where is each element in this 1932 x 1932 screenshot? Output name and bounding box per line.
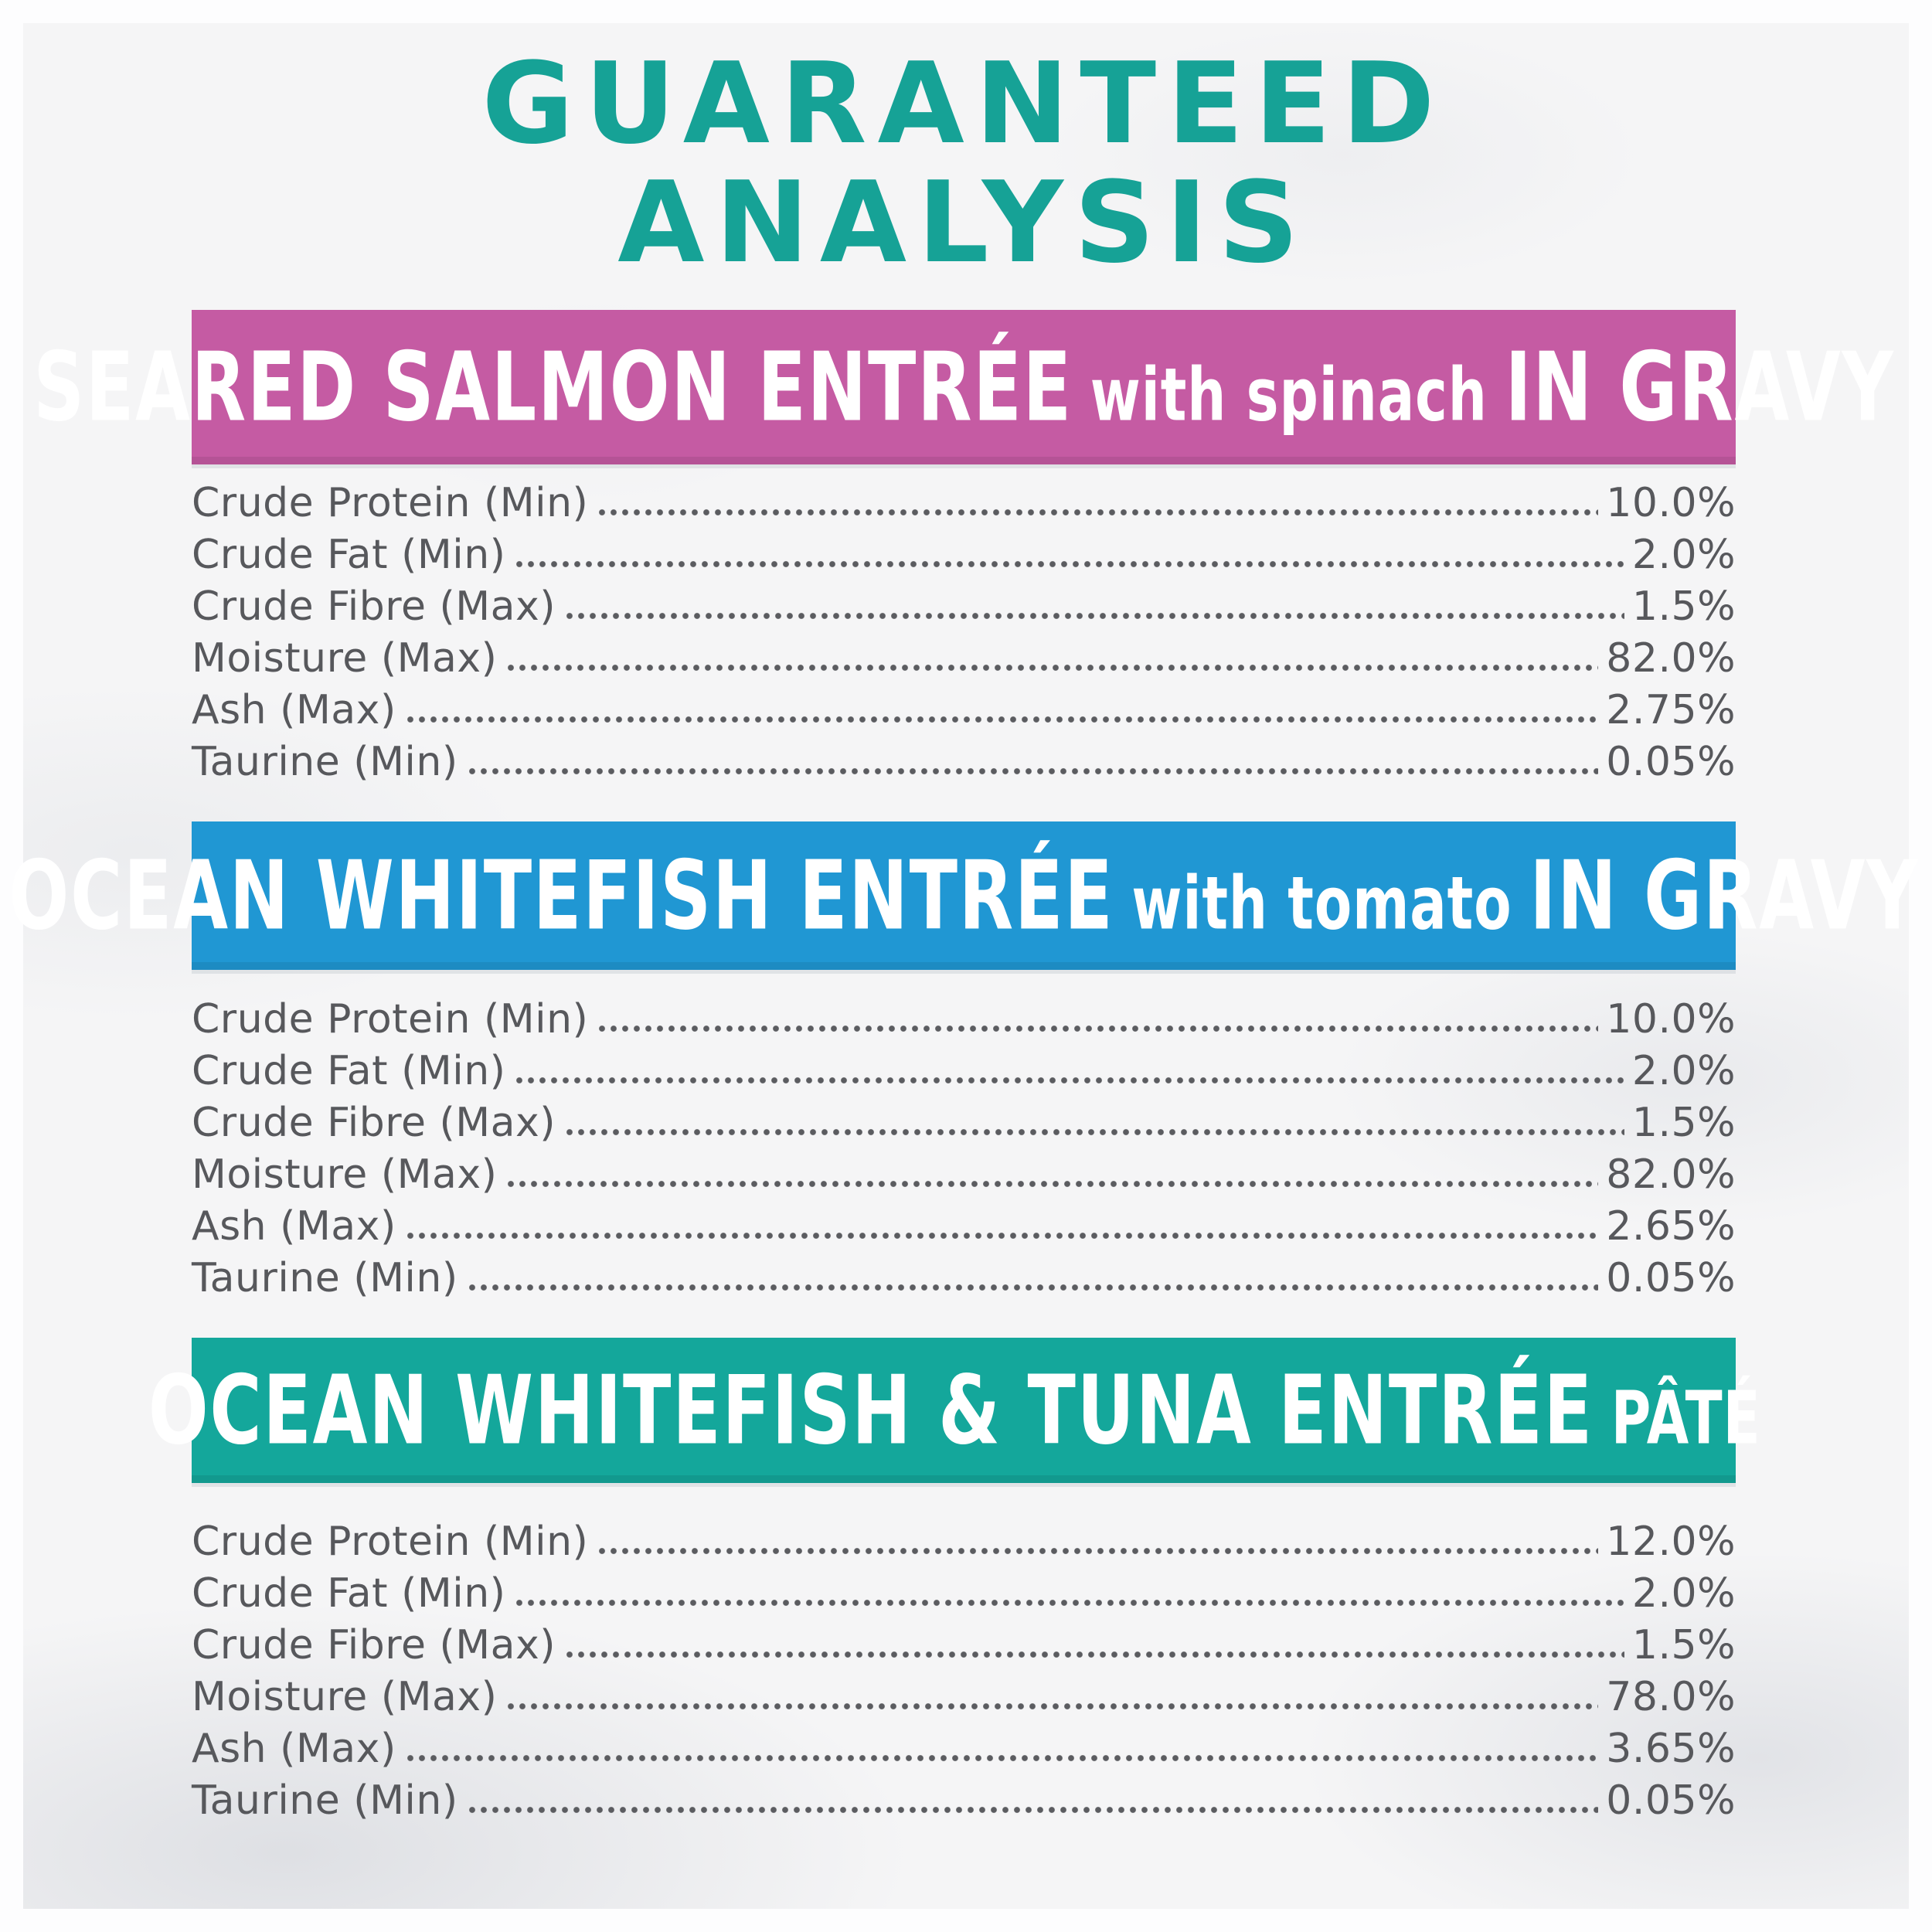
- nutrient-value: 12.0%: [1606, 1519, 1736, 1566]
- nutrient-label: Crude Fat (Min): [192, 532, 506, 579]
- banner-title-right: IN GRAVY: [1529, 840, 1919, 952]
- banner-title-right: IN GRAVY: [1505, 332, 1895, 444]
- nutrient-row: Crude Protein (Min) 10.0%: [192, 996, 1736, 1048]
- nutrient-label: Moisture (Max): [192, 635, 498, 682]
- nutrient-value: 2.0%: [1631, 532, 1736, 579]
- section-whitefish-tuna-pate: OCEAN WHITEFISH & TUNA ENTRÉE PÂTÉ Crude…: [148, 1338, 1760, 1829]
- section-seared-salmon: SEARED SALMON ENTRÉE with spinach IN GRA…: [33, 310, 1893, 791]
- dotted-leader: [406, 1232, 1599, 1240]
- page-title: GUARANTEED ANALYSIS: [192, 45, 1736, 282]
- dotted-leader: [406, 716, 1599, 724]
- nutrient-label: Crude Protein (Min): [192, 480, 589, 527]
- dotted-leader: [508, 1702, 1599, 1711]
- nutrient-label: Ash (Max): [192, 1203, 396, 1250]
- banner-subtitle: with tomato: [1131, 861, 1512, 947]
- nutrient-value: 1.5%: [1631, 583, 1736, 631]
- nutrient-label: Taurine (Min): [192, 739, 458, 786]
- dotted-leader: [508, 1180, 1599, 1189]
- nutrient-row: Taurine (Min) 0.05%: [192, 1777, 1736, 1829]
- nutrient-label: Crude Fibre (Max): [192, 1100, 556, 1147]
- nutrient-row: Taurine (Min) 0.05%: [192, 739, 1736, 791]
- nutrient-row: Crude Fat (Min) 2.0%: [192, 1570, 1736, 1622]
- dotted-leader: [468, 1284, 1599, 1292]
- dotted-leader: [599, 1547, 1599, 1556]
- nutrient-row: Ash (Max) 2.75%: [192, 687, 1736, 739]
- nutrient-value: 78.0%: [1606, 1674, 1736, 1721]
- nutrient-label: Crude Fat (Min): [192, 1048, 506, 1095]
- banner-title-left: SEARED SALMON ENTRÉE: [32, 332, 1073, 444]
- nutrient-label: Moisture (Max): [192, 1674, 498, 1721]
- nutrient-label: Ash (Max): [192, 1726, 396, 1773]
- nutrient-row: Moisture (Max) 78.0%: [192, 1674, 1736, 1726]
- nutrient-value: 2.75%: [1606, 687, 1736, 734]
- nutrient-row: Crude Fibre (Max) 1.5%: [192, 1100, 1736, 1151]
- nutrient-row: Crude Fat (Min) 2.0%: [192, 532, 1736, 583]
- banner-ocean-whitefish: OCEAN WHITEFISH ENTRÉE with tomato IN GR…: [9, 821, 1917, 971]
- page-title-line2: ANALYSIS: [617, 157, 1310, 288]
- dotted-leader: [516, 560, 1624, 569]
- nutrient-label: Crude Protein (Min): [192, 996, 589, 1043]
- dotted-leader: [566, 612, 1624, 621]
- nutrient-value: 3.65%: [1606, 1726, 1736, 1773]
- page-title-line1: GUARANTEED: [481, 39, 1446, 169]
- nutrient-table: Crude Protein (Min) 10.0% Crude Fat (Min…: [192, 480, 1736, 791]
- banner-subtitle: with spinach: [1090, 352, 1488, 438]
- nutrient-label: Crude Protein (Min): [192, 1519, 589, 1566]
- nutrient-label: Crude Fibre (Max): [192, 583, 556, 631]
- dotted-leader: [566, 1651, 1624, 1659]
- nutrient-table: Crude Protein (Min) 12.0% Crude Fat (Min…: [192, 1519, 1736, 1829]
- banner-title-left: OCEAN WHITEFISH ENTRÉE: [9, 840, 1114, 952]
- banner-whitefish-tuna-pate: OCEAN WHITEFISH & TUNA ENTRÉE PÂTÉ: [148, 1338, 1760, 1484]
- label-content: GUARANTEED ANALYSIS SEARED SALMON ENTRÉE…: [9, 0, 1917, 1829]
- banner-subtitle: PÂTÉ: [1611, 1376, 1761, 1461]
- banner-text: OCEAN WHITEFISH ENTRÉE with tomato IN GR…: [9, 840, 1919, 951]
- dotted-leader: [468, 1806, 1599, 1815]
- dotted-leader: [599, 1025, 1599, 1033]
- nutrient-row: Ash (Max) 2.65%: [192, 1203, 1736, 1255]
- nutrient-value: 0.05%: [1606, 1255, 1736, 1302]
- dotted-leader: [516, 1599, 1624, 1607]
- dotted-leader: [599, 509, 1599, 517]
- nutrient-row: Taurine (Min) 0.05%: [192, 1255, 1736, 1307]
- nutrient-value: 2.0%: [1631, 1570, 1736, 1617]
- nutrient-row: Crude Fibre (Max) 1.5%: [192, 583, 1736, 635]
- nutrient-row: Crude Protein (Min) 12.0%: [192, 1519, 1736, 1570]
- nutrient-table: Crude Protein (Min) 10.0% Crude Fat (Min…: [192, 996, 1736, 1307]
- nutrient-value: 2.65%: [1606, 1203, 1736, 1250]
- nutrient-label: Ash (Max): [192, 687, 396, 734]
- nutrient-row: Moisture (Max) 82.0%: [192, 1151, 1736, 1203]
- nutrient-value: 0.05%: [1606, 1777, 1736, 1825]
- nutrient-value: 10.0%: [1606, 480, 1736, 527]
- nutrient-row: Crude Fat (Min) 2.0%: [192, 1048, 1736, 1100]
- dotted-leader: [508, 664, 1599, 672]
- nutrient-value: 1.5%: [1631, 1622, 1736, 1669]
- banner-seared-salmon: SEARED SALMON ENTRÉE with spinach IN GRA…: [33, 310, 1893, 465]
- nutrient-value: 10.0%: [1606, 996, 1736, 1043]
- nutrient-value: 82.0%: [1606, 635, 1736, 682]
- nutrient-row: Crude Protein (Min) 10.0%: [192, 480, 1736, 532]
- nutrient-value: 0.05%: [1606, 739, 1736, 786]
- banner-text: SEARED SALMON ENTRÉE with spinach IN GRA…: [33, 332, 1894, 443]
- nutrient-value: 82.0%: [1606, 1151, 1736, 1199]
- dotted-leader: [566, 1128, 1624, 1137]
- banner-title-left: OCEAN WHITEFISH & TUNA ENTRÉE: [148, 1355, 1594, 1467]
- nutrient-label: Crude Fibre (Max): [192, 1622, 556, 1669]
- nutrient-value: 2.0%: [1631, 1048, 1736, 1095]
- nutrient-label: Crude Fat (Min): [192, 1570, 506, 1617]
- dotted-leader: [468, 767, 1599, 776]
- nutrient-row: Ash (Max) 3.65%: [192, 1726, 1736, 1777]
- dotted-leader: [516, 1077, 1624, 1085]
- dotted-leader: [406, 1754, 1599, 1763]
- nutrient-row: Crude Fibre (Max) 1.5%: [192, 1622, 1736, 1674]
- banner-text: OCEAN WHITEFISH & TUNA ENTRÉE PÂTÉ: [148, 1355, 1779, 1466]
- nutrient-label: Taurine (Min): [192, 1255, 458, 1302]
- section-ocean-whitefish: OCEAN WHITEFISH ENTRÉE with tomato IN GR…: [9, 821, 1917, 1307]
- nutrient-row: Moisture (Max) 82.0%: [192, 635, 1736, 687]
- nutrient-label: Taurine (Min): [192, 1777, 458, 1825]
- nutrient-value: 1.5%: [1631, 1100, 1736, 1147]
- nutrient-label: Moisture (Max): [192, 1151, 498, 1199]
